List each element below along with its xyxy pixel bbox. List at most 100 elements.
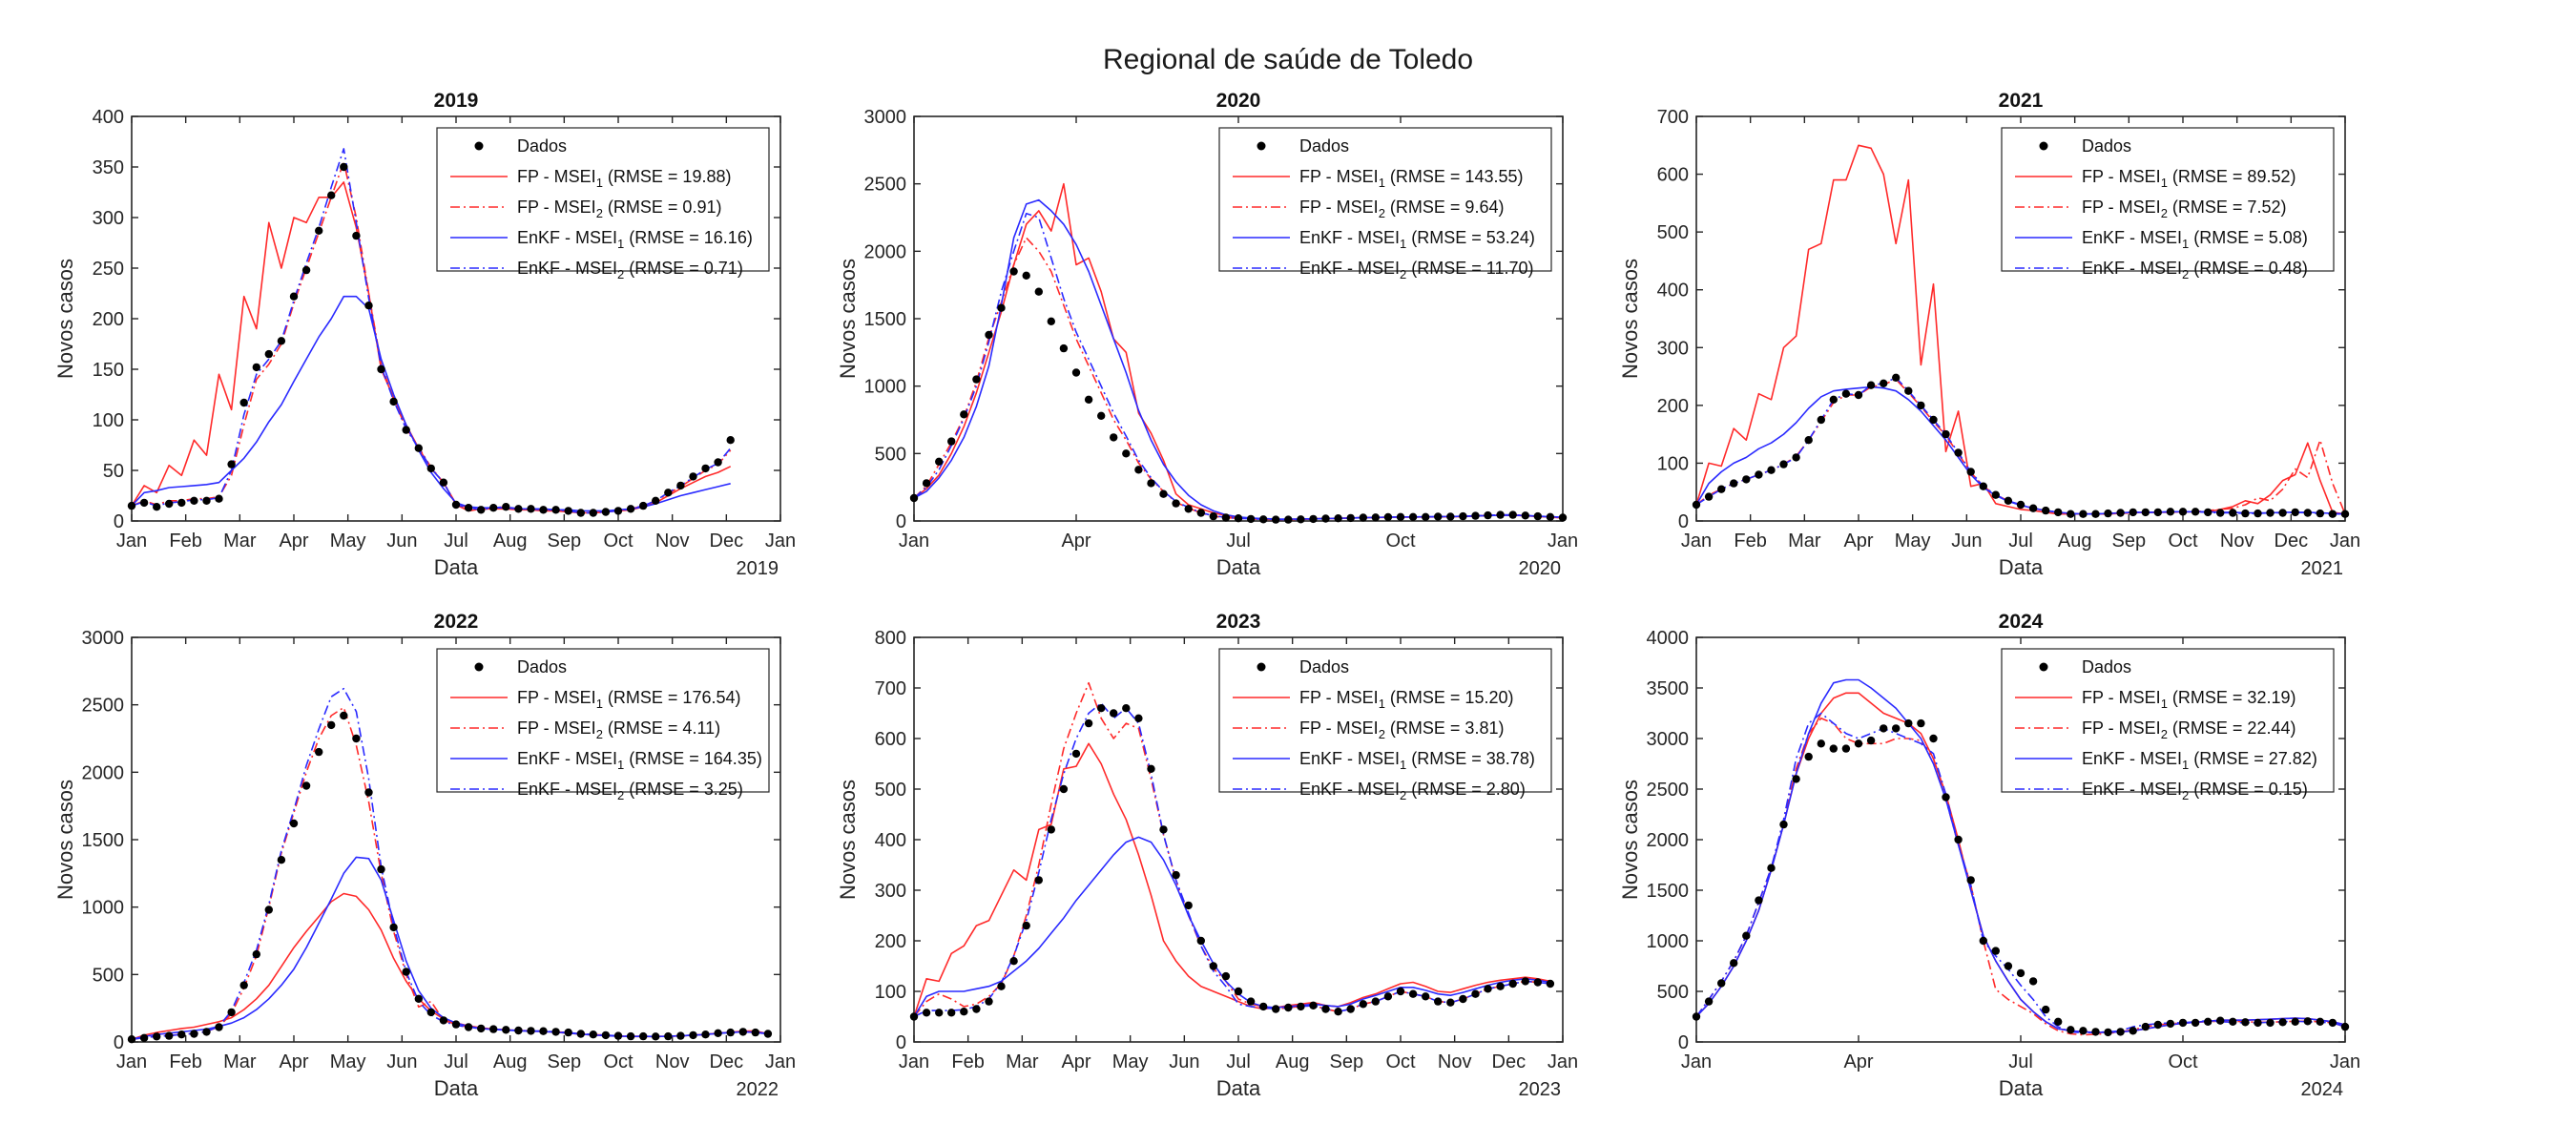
y-tick-label: 100 xyxy=(93,410,124,431)
data-point xyxy=(1942,793,1950,802)
y-tick-label: 1000 xyxy=(864,377,907,398)
data-point xyxy=(1359,513,1368,522)
data-point xyxy=(289,819,299,828)
data-point xyxy=(726,436,735,445)
x-tick-label: Apr xyxy=(279,531,308,552)
data-point xyxy=(1979,482,1987,490)
data-point xyxy=(1804,752,1813,761)
x-axis-label: Data xyxy=(434,1076,479,1100)
data-point xyxy=(689,1030,697,1040)
data-point xyxy=(1246,997,1256,1006)
legend: Dados FP - MSEI1 (RMSE = 143.55) FP - MSEI… xyxy=(1218,127,1552,281)
data-point xyxy=(2340,510,2350,518)
data-point xyxy=(527,505,535,513)
data-point xyxy=(960,1008,968,1016)
data-point xyxy=(352,231,361,240)
y-tick-label: 500 xyxy=(875,444,906,465)
data-point xyxy=(2191,1018,2200,1028)
data-point xyxy=(2204,508,2212,517)
data-point xyxy=(139,498,149,508)
data-point xyxy=(1942,429,1950,439)
series-line-fp-msei2 xyxy=(132,706,768,1040)
data-point xyxy=(972,1005,981,1013)
data-point xyxy=(997,982,1006,990)
data-point xyxy=(2278,1018,2287,1027)
y-tick-label: 0 xyxy=(114,1032,124,1053)
data-point xyxy=(1546,979,1555,989)
data-point xyxy=(2129,508,2137,517)
data-point xyxy=(451,500,461,510)
legend-label-fp-msei1: FP - MSEI1 (RMSE = 176.54) xyxy=(517,688,740,711)
data-point xyxy=(1234,987,1243,996)
data-point xyxy=(2028,504,2038,512)
data-point xyxy=(1717,979,1726,988)
x-tick-label: Aug xyxy=(493,1051,528,1072)
data-point xyxy=(947,1009,956,1017)
x-tick-label: Jan xyxy=(116,531,147,552)
chart-title: 2021 xyxy=(1999,90,2044,112)
data-point xyxy=(340,162,348,172)
data-point xyxy=(2266,1018,2275,1028)
y-tick-label: 300 xyxy=(1657,338,1689,359)
x-tick-label: Sep xyxy=(1330,1051,1364,1072)
y-tick-label: 0 xyxy=(114,511,124,532)
data-point xyxy=(664,1031,673,1041)
data-point xyxy=(2316,509,2324,518)
y-tick-label: 600 xyxy=(1657,165,1689,186)
x-tick-label: Nov xyxy=(655,531,690,552)
data-point xyxy=(1009,267,1018,276)
data-point xyxy=(1917,401,1925,410)
x-tick-label: Jun xyxy=(386,1051,417,1072)
x-tick-label: Jan xyxy=(1681,1051,1712,1072)
data-point xyxy=(139,1033,149,1043)
data-point xyxy=(985,330,993,340)
chart-panel-2021: 2021 0 100 200 300 400 500 600 700 Jan Feb Mar Apr Ma… xyxy=(1618,90,2360,579)
x-tick-label: Jul xyxy=(2008,531,2033,552)
y-tick-label: 500 xyxy=(875,780,906,801)
legend-label-dados: Dados xyxy=(1299,136,1349,156)
y-tick-label: 500 xyxy=(1657,982,1689,1003)
data-point xyxy=(489,504,498,512)
x-tick-label: Jul xyxy=(2008,1051,2033,1072)
data-point xyxy=(1866,381,1876,389)
legend-marker-dados xyxy=(2039,662,2048,672)
data-point xyxy=(1434,997,1443,1006)
y-tick-label: 200 xyxy=(93,309,124,330)
data-point xyxy=(1097,411,1106,420)
y-tick-label: 600 xyxy=(875,729,906,750)
y-tick-label: 700 xyxy=(875,678,906,699)
data-point xyxy=(922,479,931,488)
data-point xyxy=(1717,485,1726,493)
data-point xyxy=(1122,449,1131,458)
data-point xyxy=(2004,962,2013,970)
y-tick-label: 500 xyxy=(93,965,124,986)
legend: Dados FP - MSEI1 (RMSE = 32.19) FP - MSEI2… xyxy=(2001,648,2335,802)
data-point xyxy=(589,509,597,517)
y-tick-label: 1500 xyxy=(864,309,907,330)
x-tick-label: Jul xyxy=(444,1051,468,1072)
x-tick-label: Dec xyxy=(2275,531,2309,552)
data-point xyxy=(1854,390,1863,400)
data-point xyxy=(2241,1018,2250,1027)
x-tick-label: Jan xyxy=(1548,1051,1578,1072)
data-point xyxy=(2303,509,2312,517)
data-point xyxy=(1991,490,2000,499)
x-tick-label: Aug xyxy=(493,531,528,552)
data-point xyxy=(1284,515,1293,524)
data-point xyxy=(2216,1016,2225,1025)
data-point xyxy=(215,1023,223,1031)
x-tick-label: Feb xyxy=(169,1051,201,1072)
data-point xyxy=(1422,992,1430,1001)
data-point xyxy=(1521,511,1530,520)
data-point xyxy=(1841,389,1851,398)
data-point xyxy=(389,397,398,406)
data-point xyxy=(2042,506,2050,515)
y-tick-label: 2500 xyxy=(82,696,125,717)
data-point xyxy=(935,457,944,466)
data-point xyxy=(1446,998,1455,1007)
data-point xyxy=(652,1032,660,1041)
data-point xyxy=(439,478,448,487)
series-dados xyxy=(127,162,735,517)
data-point xyxy=(1184,901,1193,910)
data-point xyxy=(909,493,919,503)
